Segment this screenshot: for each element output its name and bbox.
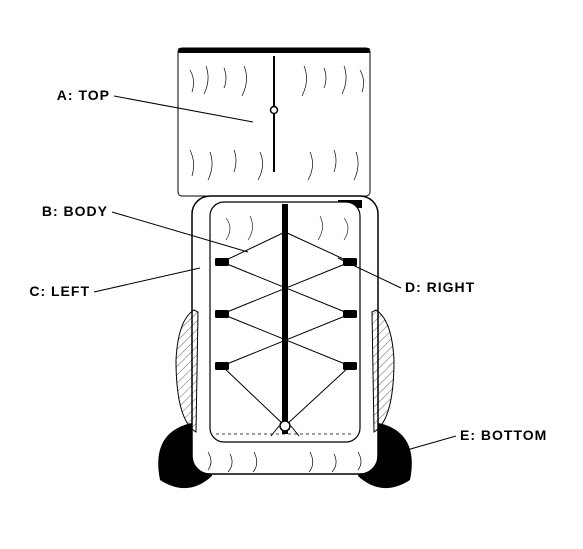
label-B: B: BODY [42, 203, 108, 219]
top-collar [178, 48, 370, 196]
label-D: D: RIGHT [405, 279, 475, 295]
top-collar-rim [178, 48, 370, 53]
leader-E [400, 436, 456, 452]
collar-toggle [271, 107, 278, 114]
side-pocket-right [372, 310, 394, 432]
side-pocket-left [176, 310, 198, 432]
center-strap [282, 204, 288, 434]
label-A: A: TOP [57, 87, 110, 103]
label-E: E: BOTTOM [460, 427, 547, 443]
backpack-diagram: A: TOP B: BODY C: LEFT D: RIGHT E: BOTTO… [0, 0, 583, 549]
leader-C [94, 268, 200, 292]
label-C: C: LEFT [29, 283, 90, 299]
cord-ring [280, 421, 290, 431]
